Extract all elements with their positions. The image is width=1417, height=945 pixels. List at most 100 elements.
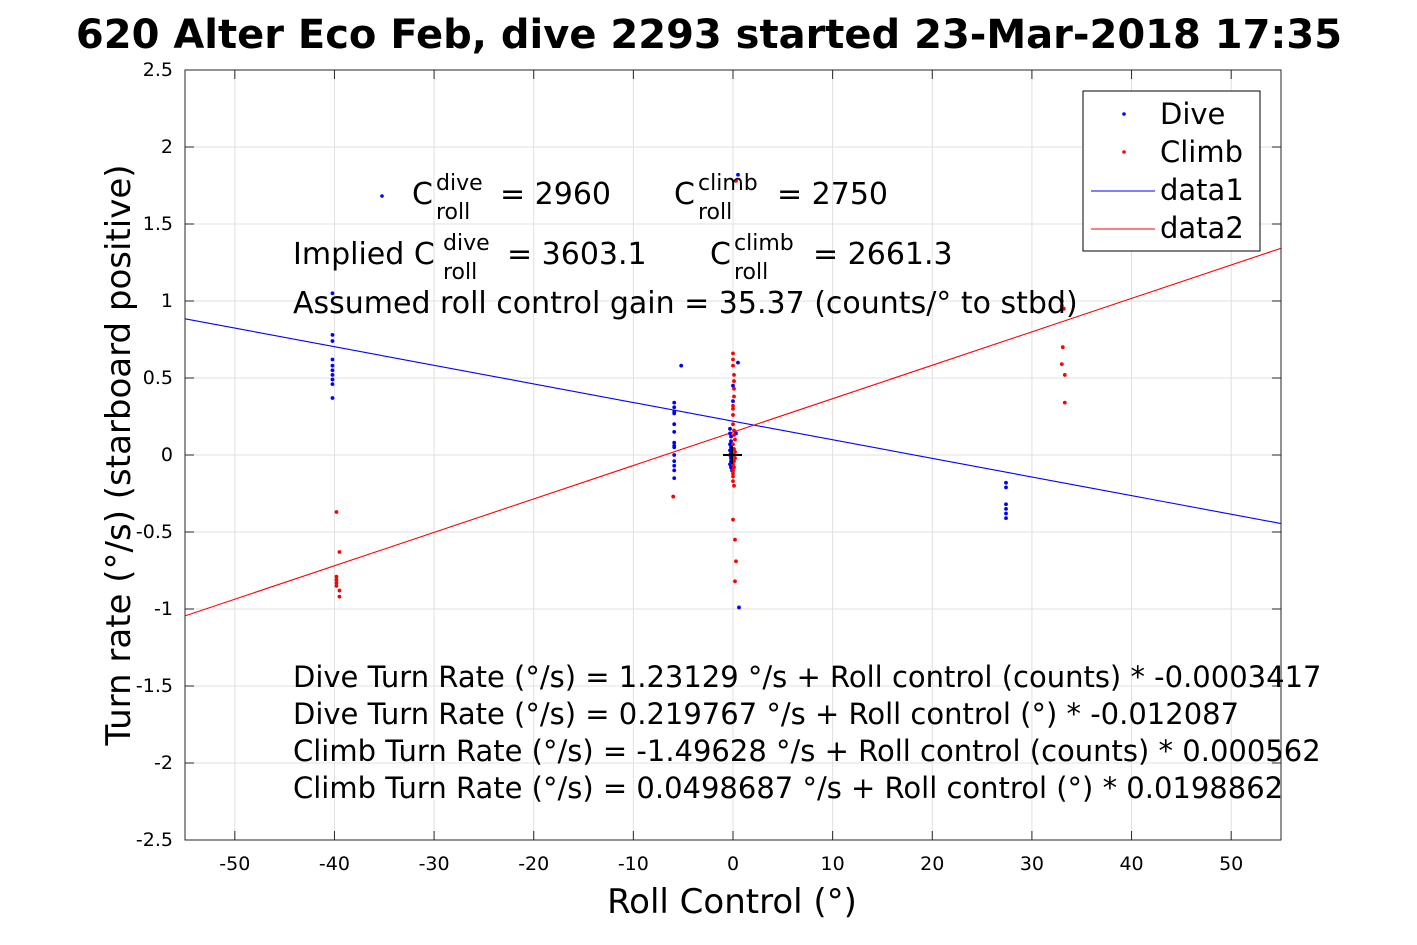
data-point-climb — [1059, 362, 1064, 367]
data-point-climb — [732, 386, 736, 391]
data-point-climb — [1059, 303, 1064, 308]
series-line-data2 — [185, 247, 1281, 617]
data-point-climb — [731, 422, 735, 427]
data-point-climb — [337, 588, 342, 593]
data-point-climb — [1061, 306, 1066, 311]
data-point-climb — [334, 580, 339, 585]
data-point-dive — [330, 373, 335, 377]
data-point-climb — [671, 494, 676, 499]
y-tick-label: -2.5 — [136, 829, 173, 851]
data-point-dive — [737, 605, 741, 610]
data-point-dive — [330, 339, 335, 343]
data-point-climb — [733, 456, 737, 460]
data-point-climb — [732, 373, 736, 377]
data-point-climb — [732, 465, 736, 470]
annotation-climb-c-roll: C climb roll = 2750 — [674, 163, 888, 227]
data-point-climb — [731, 406, 735, 411]
data-point-dive — [728, 431, 732, 436]
axes-box — [184, 69, 1282, 841]
data-point-climb — [1062, 400, 1067, 405]
legend-label: Climb — [1160, 135, 1243, 169]
y-tick-label: -1 — [154, 598, 173, 620]
data-point-dive — [729, 465, 733, 470]
data-point-dive — [736, 360, 740, 365]
annotation-implied-climb: C climb roll = 2661.3 — [710, 223, 953, 287]
fit-equation: Climb Turn Rate (°/s) = -1.49628 °/s + R… — [293, 734, 1321, 768]
data-point-climb — [734, 559, 738, 564]
data-point-climb — [731, 357, 735, 362]
data-point-climb — [731, 471, 735, 476]
data-point-dive — [679, 363, 684, 368]
legend-marker-climb — [1122, 150, 1126, 154]
data-point-dive — [1004, 511, 1008, 516]
data-point-dive — [736, 172, 740, 177]
y-tick-label: -1.5 — [136, 675, 173, 697]
origin-marker — [723, 446, 742, 464]
data-point-climb — [732, 379, 736, 383]
fit-lines — [185, 247, 1281, 617]
data-point-dive — [672, 400, 677, 405]
data-point-dive — [672, 430, 677, 434]
x-tick-label: 10 — [821, 853, 845, 875]
x-tick-label: 50 — [1219, 853, 1243, 875]
data-point-dive — [672, 445, 677, 450]
data-point-dive — [330, 382, 335, 387]
data-point-climb — [732, 446, 736, 451]
data-point-climb — [733, 537, 737, 542]
data-point-climb — [731, 468, 735, 473]
data-point-climb — [337, 550, 342, 554]
data-points — [330, 172, 1067, 610]
y-tick-label: -0.5 — [136, 521, 173, 543]
data-point-dive — [731, 399, 735, 403]
data-point-dive — [672, 440, 677, 445]
data-point-climb — [334, 577, 339, 582]
data-point-climb — [733, 579, 737, 584]
data-point-dive — [330, 291, 335, 296]
data-point-climb — [334, 574, 339, 579]
data-point-dive — [1004, 502, 1008, 507]
data-point-climb — [731, 479, 735, 484]
data-point-climb — [1060, 345, 1065, 350]
series-line-data1 — [185, 318, 1281, 525]
data-point-climb — [732, 433, 736, 437]
data-point-dive — [1004, 507, 1008, 511]
chart-title: 620 Alter Eco Feb, dive 2293 started 23-… — [76, 12, 1342, 58]
data-point-dive — [330, 332, 335, 337]
axis-ticks: -50 -40 -30 -20 -10 0 10 20 30 40 50-2.5-2-1.5-1-0… — [136, 59, 1281, 875]
fit-equation: Dive Turn Rate (°/s) = 0.219767 °/s + Ro… — [293, 697, 1239, 731]
y-axis-label: Turn rate (°/s) (starboard positive) — [99, 164, 139, 746]
data-point-climb — [1062, 373, 1067, 377]
data-point-climb — [732, 428, 736, 433]
y-tick-label: -2 — [154, 752, 173, 774]
data-point-dive — [672, 453, 677, 457]
data-point-climb — [733, 437, 737, 442]
data-point-climb — [734, 178, 738, 183]
x-tick-label: 0 — [727, 853, 739, 875]
annotation-dot — [380, 194, 384, 198]
data-point-climb — [732, 394, 736, 399]
data-point-climb — [731, 363, 735, 368]
data-point-dive — [672, 422, 677, 427]
y-tick-label: 0 — [161, 444, 173, 466]
data-point-dive — [330, 368, 335, 373]
y-tick-label: 2.5 — [143, 59, 173, 81]
legend-marker-dive — [1122, 112, 1126, 116]
annotation-dive-c-roll: C dive roll = 2960 — [412, 163, 611, 227]
data-point-dive — [672, 411, 677, 416]
data-point-dive — [1004, 516, 1008, 521]
data-point-dive — [728, 442, 732, 447]
data-point-dive — [728, 462, 732, 467]
data-point-dive — [672, 405, 677, 410]
data-point-dive — [731, 383, 735, 388]
data-point-dive — [1004, 480, 1008, 485]
data-point-dive — [672, 468, 677, 473]
data-point-dive — [330, 357, 335, 362]
data-point-climb — [731, 403, 735, 408]
y-tick-label: 1.5 — [143, 213, 173, 235]
data-point-climb — [1059, 299, 1064, 303]
data-point-dive — [330, 377, 335, 382]
y-tick-label: 1 — [161, 290, 173, 312]
data-point-dive — [729, 434, 733, 439]
annotation-gain: Assumed roll control gain = 35.37 (count… — [293, 286, 1078, 321]
